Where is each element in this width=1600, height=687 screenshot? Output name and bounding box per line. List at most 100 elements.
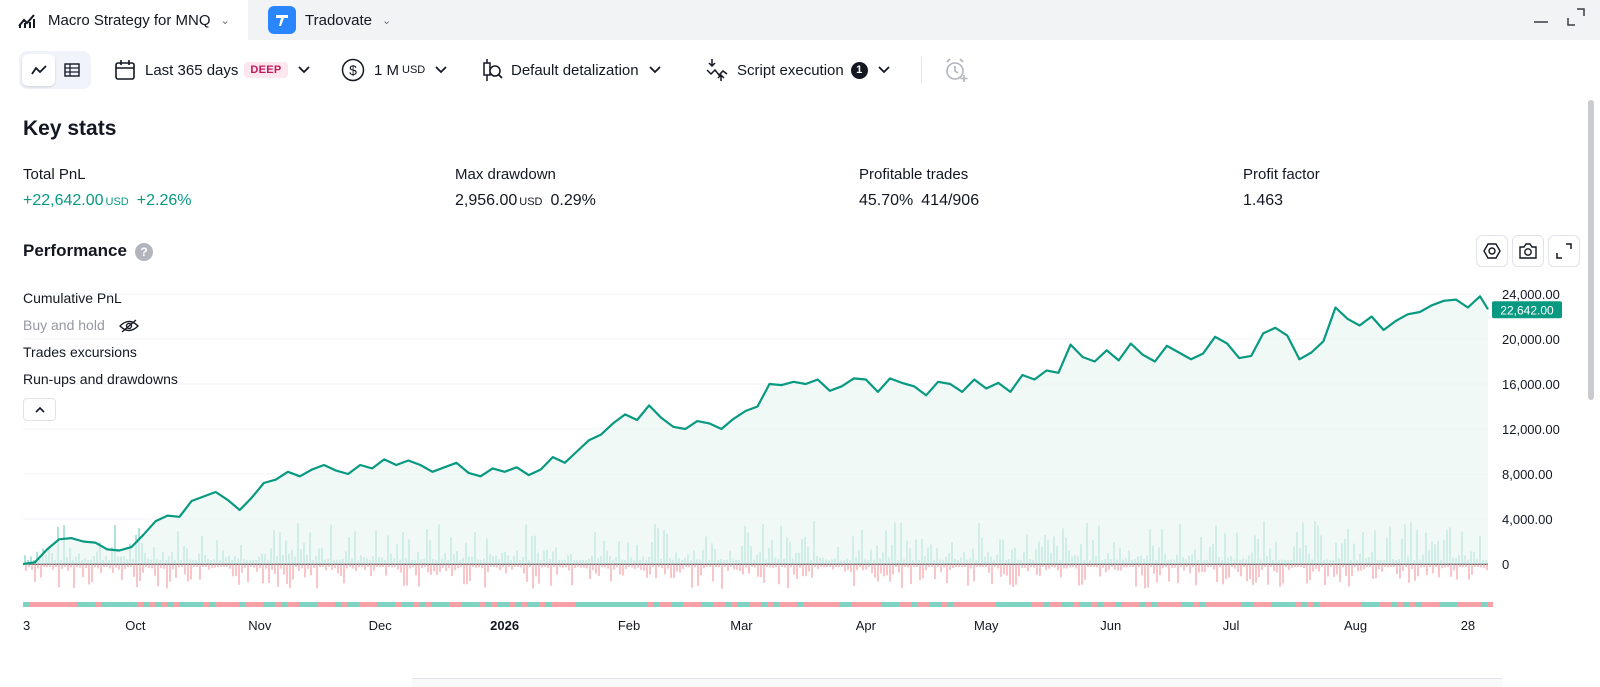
trade-outcome-cell: [59, 602, 65, 607]
eye-off-icon[interactable]: [118, 319, 139, 333]
report-toolbar: Last 365 days DEEP $ 1 M USD Default det…: [0, 40, 1600, 100]
trade-outcome-cell: [731, 602, 737, 607]
trade-outcome-cell: [1469, 602, 1475, 607]
minimize-icon[interactable]: [1533, 8, 1549, 29]
trade-outcome-cell: [1025, 602, 1031, 607]
trade-outcome-cell: [905, 602, 911, 607]
trade-outcome-cell: [827, 602, 833, 607]
trade-outcome-cell: [197, 602, 203, 607]
collapse-legend-button[interactable]: [23, 398, 56, 421]
x-tick-label: Feb: [618, 618, 640, 633]
trade-outcome-cell: [71, 602, 77, 607]
execution-arrows-icon: [706, 58, 728, 82]
cumulative-pnl-line: [22, 295, 1489, 566]
last-value-badge: [1492, 301, 1562, 319]
trade-outcome-cell: [1367, 602, 1373, 607]
trade-outcome-cell: [659, 602, 665, 607]
trade-outcome-cell: [149, 602, 155, 607]
trade-outcome-cell: [113, 602, 119, 607]
trade-outcome-cell: [539, 602, 545, 607]
legend-buy-and-hold-label: Buy and hold: [23, 317, 105, 333]
chart-settings-button[interactable]: [1476, 235, 1508, 267]
trade-outcome-cell: [1361, 602, 1367, 607]
hexagon-settings-icon: [1483, 242, 1501, 260]
profitable-trades-stat: Profitable trades 45.70% 414/906: [859, 166, 979, 210]
detalization-dropdown[interactable]: Default detalization: [481, 52, 661, 88]
window-tab-bar: Macro Strategy for MNQ ⌄ Tradovate ⌄: [0, 0, 1600, 40]
chart-view-button[interactable]: [22, 54, 55, 86]
performance-title: Performance: [23, 241, 127, 260]
vertical-scrollbar[interactable]: [1588, 100, 1594, 400]
trade-outcome-cell: [881, 602, 887, 607]
tab-strategy[interactable]: Macro Strategy for MNQ ⌄: [0, 0, 248, 40]
trade-outcome-cell: [1343, 602, 1349, 607]
trade-outcome-cell: [791, 602, 797, 607]
trade-outcome-cell: [233, 602, 239, 607]
trade-outcome-cell: [1169, 602, 1175, 607]
trade-outcome-cell: [509, 602, 515, 607]
trade-outcome-cell: [1199, 602, 1205, 607]
trade-outcome-cell: [1223, 602, 1229, 607]
table-view-button[interactable]: [55, 54, 88, 86]
x-tick-label: Mar: [730, 618, 753, 633]
snapshot-button[interactable]: [1512, 235, 1544, 267]
script-execution-dropdown[interactable]: Script execution 1: [706, 52, 890, 88]
max-drawdown-percent: 0.29%: [550, 192, 596, 209]
legend-cumulative-pnl[interactable]: Cumulative PnL: [23, 290, 122, 306]
trade-outcome-cell: [341, 602, 347, 607]
trade-outcome-cell: [263, 602, 269, 607]
last-value-label: 22,642.00: [1500, 303, 1554, 317]
trade-outcome-cell: [977, 602, 983, 607]
add-alert-button[interactable]: [943, 52, 969, 88]
trade-outcome-cell: [377, 602, 383, 607]
maximize-icon[interactable]: [1567, 8, 1585, 31]
trade-outcome-cell: [1337, 602, 1343, 607]
total-pnl-stat: Total PnL +22,642.00 USD +2.26%: [23, 166, 191, 210]
trade-outcome-cell: [1289, 602, 1295, 607]
trade-outcome-cell: [1253, 602, 1259, 607]
help-icon[interactable]: ?: [135, 243, 153, 261]
fullscreen-button[interactable]: [1548, 235, 1580, 267]
x-tick-label: 2026: [490, 618, 519, 633]
trade-outcome-cell: [239, 602, 245, 607]
date-range-dropdown[interactable]: Last 365 days DEEP: [114, 52, 310, 88]
trade-outcome-cell: [245, 602, 251, 607]
svg-text:$: $: [349, 62, 357, 78]
trade-outcome-cell: [227, 602, 233, 607]
legend-buy-and-hold[interactable]: Buy and hold: [23, 317, 139, 333]
trade-outcome-cell: [215, 602, 221, 607]
legend-runups-drawdowns[interactable]: Run-ups and drawdowns: [23, 371, 178, 387]
x-tick-label: Jun: [1100, 618, 1121, 633]
trade-outcome-cell: [677, 602, 683, 607]
chevron-down-icon[interactable]: ⌄: [381, 14, 392, 27]
trade-outcome-cell: [101, 602, 107, 607]
trade-outcome-cell: [683, 602, 689, 607]
trade-outcome-cell: [1391, 602, 1397, 607]
trade-outcome-cell: [413, 602, 419, 607]
trade-outcome-cell: [371, 602, 377, 607]
profit-factor-label: Profit factor: [1243, 166, 1320, 183]
trade-outcome-cell: [995, 602, 1001, 607]
trade-outcome-cell: [1319, 602, 1325, 607]
trade-outcome-cell: [1151, 602, 1157, 607]
trade-outcome-cell: [725, 602, 731, 607]
trade-outcome-cell: [773, 602, 779, 607]
initial-capital-dropdown[interactable]: $ 1 M USD: [341, 52, 447, 88]
x-tick-label: Oct: [125, 618, 146, 633]
trade-outcome-cell: [737, 602, 743, 607]
trade-outcome-cell: [1355, 602, 1361, 607]
chevron-down-icon[interactable]: ⌄: [220, 14, 230, 27]
trade-outcome-cell: [863, 602, 869, 607]
trade-outcome-cell: [569, 602, 575, 607]
trade-outcome-cell: [1157, 602, 1163, 607]
trade-outcome-cell: [1115, 602, 1121, 607]
trade-outcome-cell: [929, 602, 935, 607]
legend-trades-excursions[interactable]: Trades excursions: [23, 344, 137, 360]
toolbar-divider: [921, 57, 922, 83]
performance-chart: 24,000.00 20,000.00 16,000.00 12,000.00 8,00…: [22, 287, 1562, 633]
trade-outcome-cell: [1325, 602, 1331, 607]
trade-outcome-cell: [941, 602, 947, 607]
y-tick-label: 16,000.00: [1502, 377, 1560, 392]
trade-outcome-cell: [719, 602, 725, 607]
tab-broker[interactable]: Tradovate ⌄: [252, 0, 412, 40]
